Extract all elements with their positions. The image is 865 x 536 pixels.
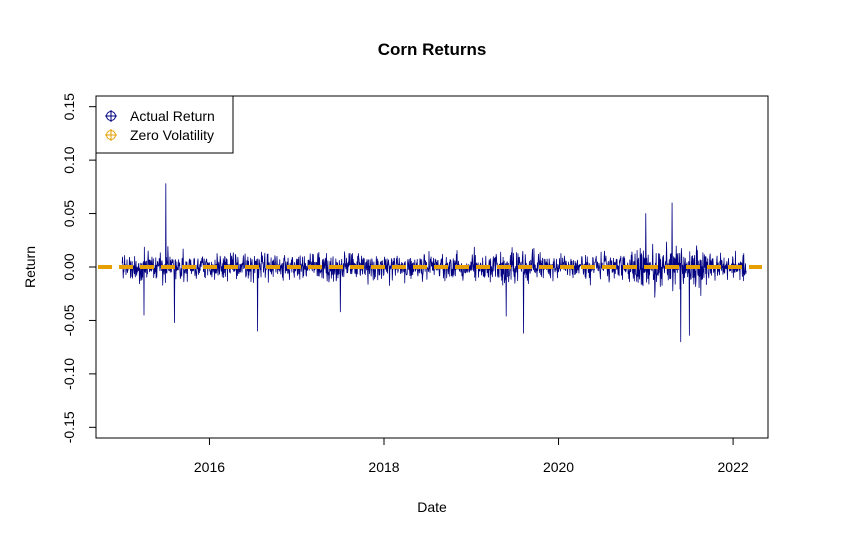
y-tick-label: -0.05 xyxy=(61,304,77,336)
x-tick-label: 2016 xyxy=(194,459,225,475)
y-tick-label: -0.15 xyxy=(61,411,77,443)
y-tick-label: 0.05 xyxy=(61,200,77,227)
y-tick-label: 0.00 xyxy=(61,253,77,280)
x-axis-label: Date xyxy=(417,499,447,515)
legend-marker-actual-return xyxy=(105,110,117,122)
y-axis-label: Return xyxy=(22,246,38,288)
y-tick-label: -0.10 xyxy=(61,358,77,390)
x-axis: 2016 2018 2020 2022 xyxy=(194,437,749,475)
legend-box xyxy=(95,95,234,154)
legend-label-actual-return: Actual Return xyxy=(130,108,215,124)
y-axis: -0.15 -0.10 -0.05 0.00 0.05 0.10 0.15 xyxy=(61,93,97,443)
chart-title: Corn Returns xyxy=(378,40,487,59)
legend-label-zero-volatility: Zero Volatility xyxy=(130,127,214,143)
legend-marker-zero-volatility xyxy=(105,129,117,141)
legend: Actual Return Zero Volatility xyxy=(95,95,234,154)
x-tick-label: 2022 xyxy=(718,459,749,475)
actual-return-line xyxy=(121,183,747,343)
y-tick-label: 0.15 xyxy=(61,93,77,120)
actual-return-series xyxy=(121,183,747,343)
y-tick-label: 0.10 xyxy=(61,146,77,173)
x-tick-label: 2018 xyxy=(368,459,399,475)
x-tick-label: 2020 xyxy=(543,459,574,475)
